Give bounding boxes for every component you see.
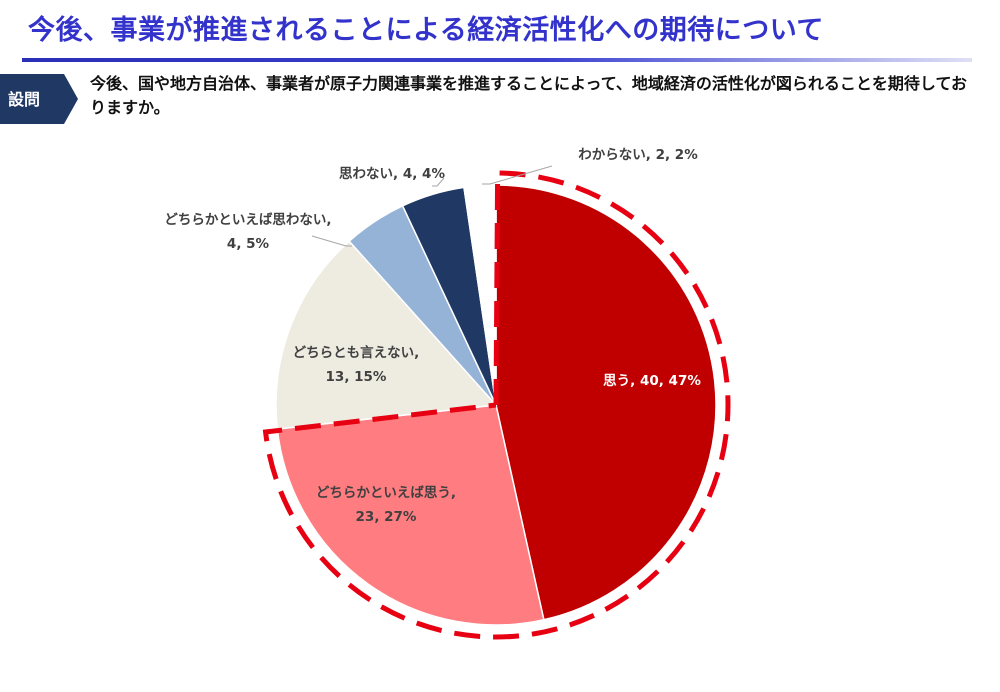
pie-slice-omou [495,184,717,621]
leader-line-wakaranai [482,165,553,185]
highlight-dashed-outline [262,170,731,640]
pie-slice-dochiratomo [275,240,498,430]
title-underline [22,58,972,62]
slice-label-wakaranai: わからない, 2, 2% [578,147,698,163]
slice-label-omowanai: 思わない, 4, 4% [339,166,445,182]
question-badge-label: 設問 [8,90,41,109]
slice-label-dochiraka-omowanai: どちらかといえば思わない, 4, 5% [164,212,331,252]
leader-line-dochiraka-omowanai [311,235,352,247]
page-title: 今後、事業が推進されることによる経済活性化への期待について [28,15,824,46]
question-text: 今後、国や地方自治体、事業者が原子力関連事業を推進することによって、地域経済の活… [90,74,967,117]
leader-line-omowanai [432,177,445,187]
question-badge [0,74,78,124]
slice-label-dochiratomo: どちらとも言えない, 13, 15% [293,344,420,385]
slice-label-omou: 思う, 40, 47% [603,373,701,389]
pie-slice-dochiraka-omou [276,404,545,626]
slice-label-dochiraka-omou: どちらかといえば思う, 23, 27% [316,485,456,525]
